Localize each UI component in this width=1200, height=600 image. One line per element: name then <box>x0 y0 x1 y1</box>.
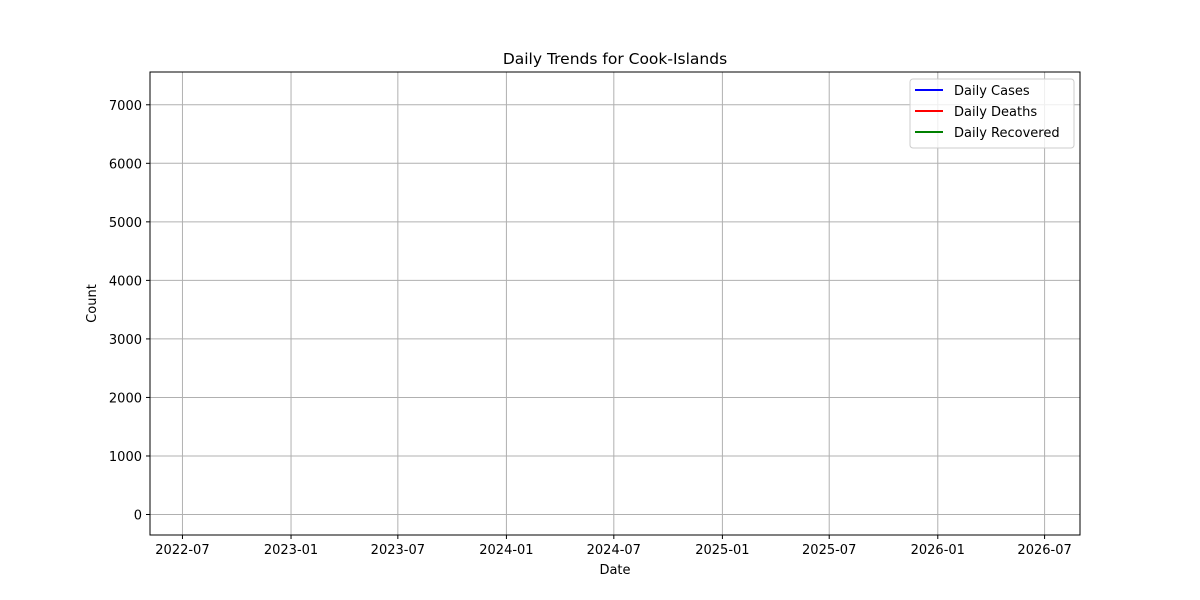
y-tick-label: 5000 <box>109 216 142 231</box>
y-tick-label: 1000 <box>109 450 142 465</box>
x-tick-label: 2024-01 <box>479 543 533 558</box>
plot-area-frame <box>149 71 1081 536</box>
x-tick-label: 2023-01 <box>264 543 318 558</box>
x-tick-label: 2023-07 <box>371 543 425 558</box>
legend-label: Daily Recovered <box>954 126 1060 141</box>
y-tick-label: 7000 <box>109 99 142 114</box>
y-axis-ticks: 0 1000 2000 3000 4000 5000 6000 7000 <box>109 99 150 524</box>
y-tick-label: 3000 <box>109 333 142 348</box>
x-tick-label: 2026-01 <box>911 543 965 558</box>
x-tick-label: 2025-07 <box>802 543 856 558</box>
x-tick-label: 2022-07 <box>155 543 209 558</box>
grid-lines <box>150 72 1080 535</box>
legend-box <box>909 78 1075 149</box>
legend-label: Daily Deaths <box>954 105 1037 120</box>
legend-label: Daily Cases <box>954 84 1030 99</box>
x-axis-ticks: 2022-07 2023-01 2023-07 2024-01 2024-07 2025-… <box>155 535 1072 558</box>
chart-title: Daily Trends for Cook-Islands <box>503 50 727 68</box>
y-tick-label: 0 <box>134 509 142 524</box>
x-axis-title: Date <box>599 563 630 578</box>
y-tick-label: 2000 <box>109 391 142 406</box>
x-tick-label: 2025-01 <box>695 543 749 558</box>
y-tick-label: 4000 <box>109 274 142 289</box>
y-axis-title: Count <box>85 284 100 323</box>
legend: Daily Cases Daily Deaths Daily Recovered <box>909 78 1075 149</box>
x-tick-label: 2026-07 <box>1017 543 1071 558</box>
y-tick-label: 6000 <box>109 157 142 172</box>
x-tick-label: 2024-07 <box>587 543 641 558</box>
